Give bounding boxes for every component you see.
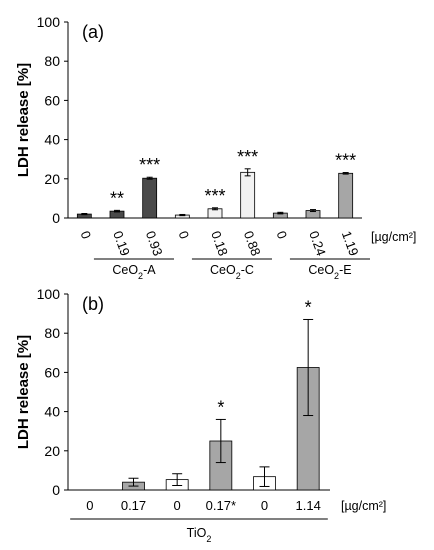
bar	[142, 177, 158, 219]
y-tick-label: 40	[44, 132, 60, 148]
panel-label: (a)	[82, 22, 104, 42]
y-axis-label: LDH release [%]	[15, 335, 32, 449]
x-tick-label: 0.88	[241, 229, 264, 258]
x-tick-label: 0	[174, 498, 181, 513]
y-tick-label: 40	[44, 404, 60, 420]
x-tick-label: 0	[86, 498, 93, 513]
x-tick-label: 0	[274, 229, 291, 241]
x-tick-label: 0.17	[121, 498, 146, 513]
y-tick-label: 20	[44, 443, 60, 459]
x-tick-label: 1.14	[296, 498, 321, 513]
group-label: CeO2-C	[210, 263, 254, 281]
x-tick-label: 0.19	[110, 229, 133, 258]
bar	[338, 172, 354, 219]
y-tick-label: 60	[44, 92, 60, 108]
significance-mark: ***	[335, 151, 356, 171]
group-label: TiO2	[187, 526, 212, 544]
y-tick-label: 20	[44, 171, 60, 187]
y-tick-label: 80	[44, 53, 60, 69]
panel-label: (b)	[82, 294, 104, 314]
x-tick-label: 0	[176, 229, 193, 241]
unit-label: [µg/cm²]	[341, 499, 386, 513]
y-tick-label: 100	[37, 14, 61, 30]
significance-mark: **	[110, 188, 124, 208]
y-tick-label: 60	[44, 364, 60, 380]
chart-panel-2: 0 20 40 60 80 100 LDH release [%] (b) 0 0.17 0 * 0.1…	[15, 286, 386, 544]
y-tick-label: 0	[52, 210, 60, 226]
y-tick-label: 0	[52, 482, 60, 498]
significance-mark: ***	[139, 155, 160, 175]
x-tick-label: 0	[261, 498, 268, 513]
x-tick-label: 0.18	[208, 229, 231, 258]
y-tick-label: 100	[37, 286, 61, 302]
significance-mark: *	[217, 397, 224, 417]
group-label: CeO2-A	[112, 263, 156, 281]
y-axis-label: LDH release [%]	[15, 63, 32, 177]
x-tick-label: 0.24	[306, 229, 329, 258]
significance-mark: ***	[237, 147, 258, 167]
significance-mark: ***	[204, 186, 225, 206]
x-tick-label: 0.93	[143, 229, 166, 258]
x-tick-label: 1.19	[339, 229, 362, 258]
chart-panel-1: 0 20 40 60 80 100 LDH release [%] (a) 0 ** 0.19 ***…	[15, 14, 416, 281]
unit-label: [µg/cm²]	[371, 230, 416, 244]
significance-mark: *	[305, 297, 312, 317]
bar	[240, 171, 256, 219]
y-tick-label: 80	[44, 325, 60, 341]
x-tick-label: 0	[78, 229, 95, 241]
group-label: CeO2-E	[308, 263, 351, 281]
x-tick-label: 0.17*	[206, 498, 236, 513]
